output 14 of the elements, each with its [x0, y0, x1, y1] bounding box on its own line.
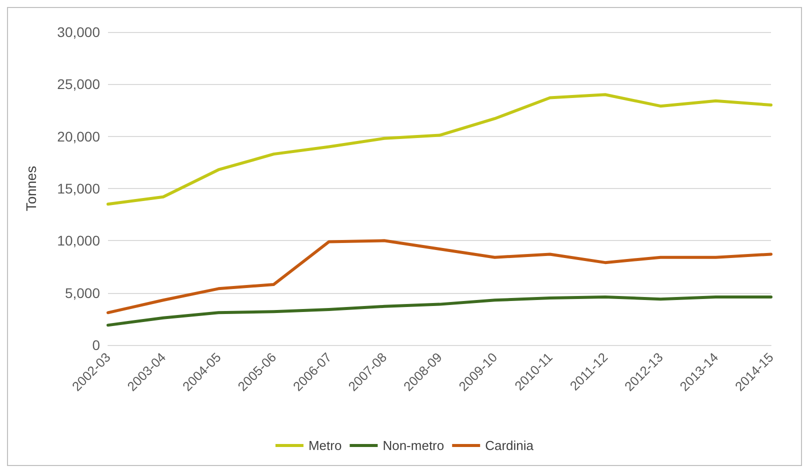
y-tick-label: 5,000: [64, 284, 100, 301]
line-series: [106, 239, 772, 314]
y-tick-label: 25,000: [57, 76, 100, 92]
y-axis-title: Tonnes: [23, 166, 39, 212]
y-tick-label: 20,000: [57, 128, 100, 144]
y-tick-label: 0: [92, 337, 100, 353]
line-series: [106, 296, 772, 327]
line-series: [106, 93, 772, 206]
y-tick-label: 15,000: [57, 180, 100, 196]
y-tick-label: 30,000: [57, 24, 100, 40]
y-tick-label: 10,000: [57, 232, 100, 249]
legend-label: Metro: [308, 438, 342, 453]
legend-label: Non-metro: [382, 438, 444, 453]
legend-label: Cardinia: [485, 438, 534, 453]
